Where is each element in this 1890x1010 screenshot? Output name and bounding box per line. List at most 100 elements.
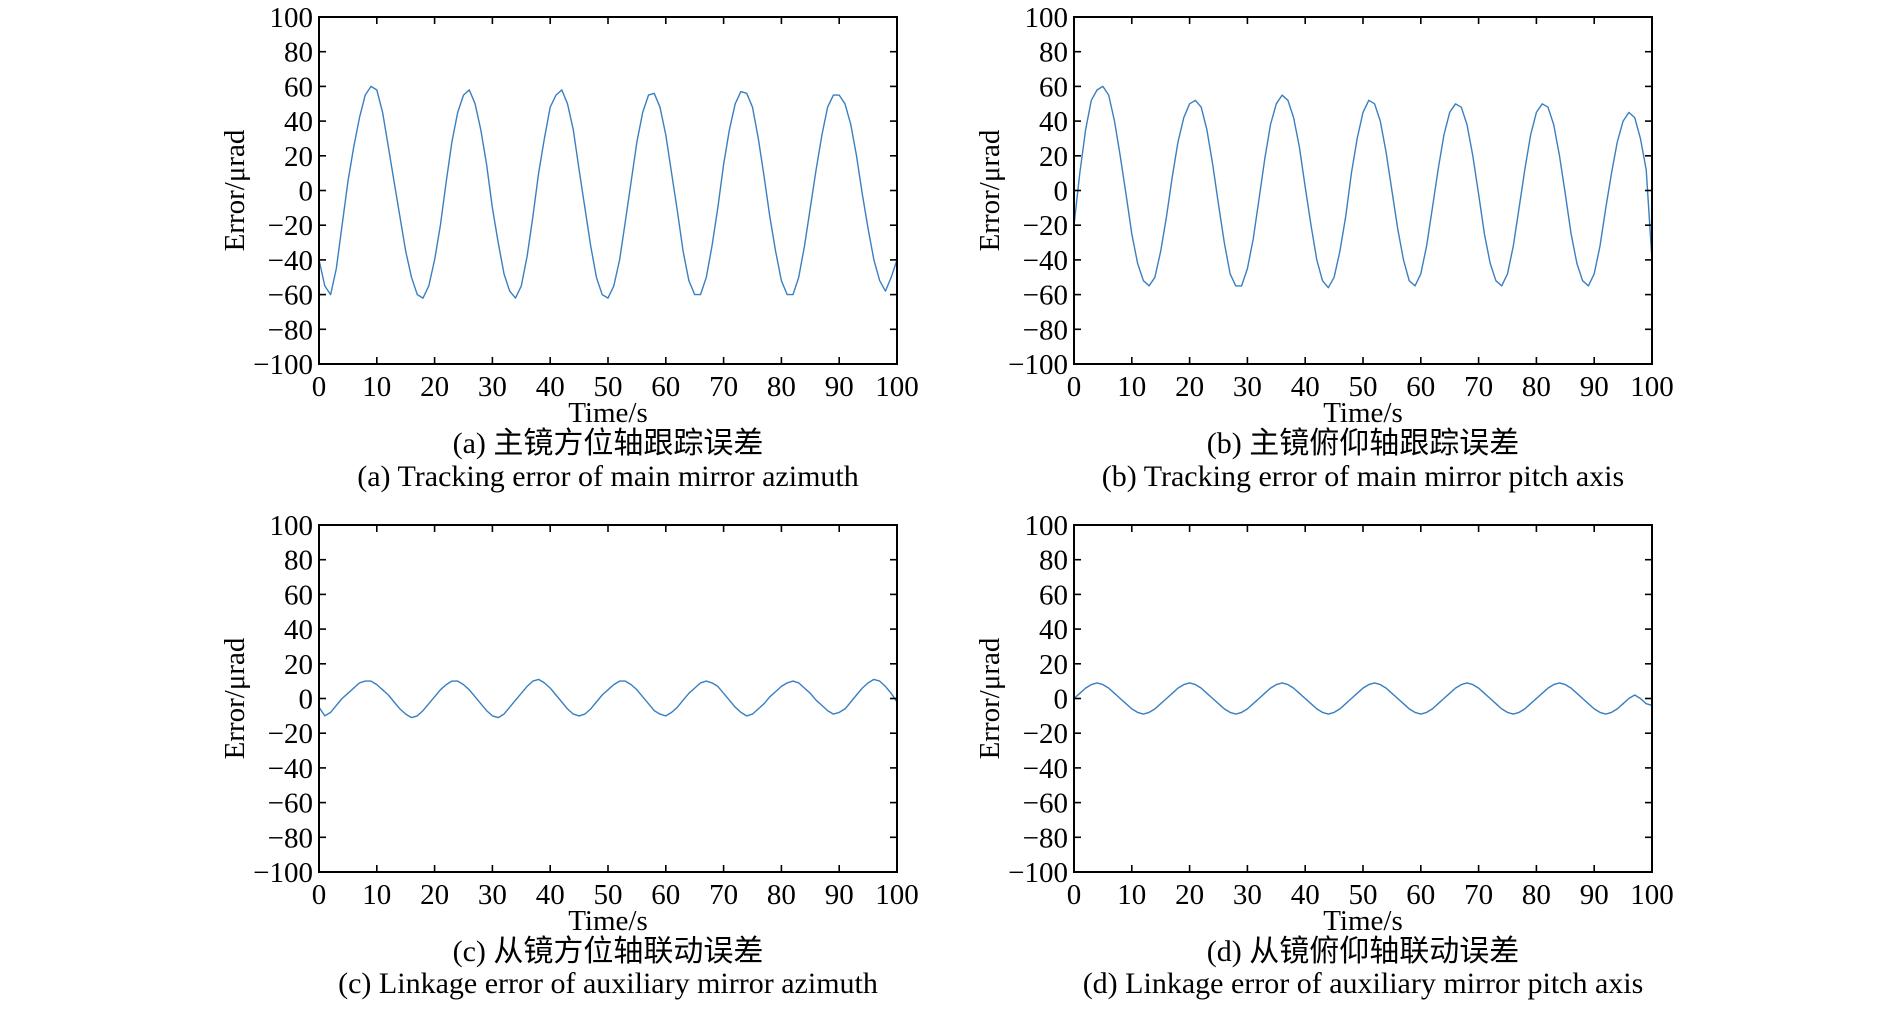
plot-frame	[318, 524, 898, 873]
panel-a: 0 10 20 30 40 50 60 70 80 90 100100806040200−20−40…	[219, 2, 919, 493]
x-axis-label: Time/s	[1323, 905, 1403, 937]
y-tick-label: 20	[1039, 649, 1068, 681]
y-tick-label: 60	[284, 71, 313, 103]
y-tick-label: −60	[268, 788, 313, 820]
y-tick-label: 0	[299, 684, 314, 716]
panel-d: 0 10 20 30 40 50 60 70 80 90 100100806040200−20−40…	[974, 510, 1674, 1000]
x-tick-label: 60	[1406, 371, 1435, 403]
y-tick-label: 20	[284, 141, 313, 173]
y-tick-label: −100	[253, 857, 313, 889]
x-tick-label: 90	[825, 879, 854, 911]
x-axis-label: Time/s	[568, 397, 648, 429]
x-tick-label: 60	[651, 371, 680, 403]
caption-cn: (a) 主镜方位轴跟踪误差	[453, 427, 764, 460]
caption-en: (c) Linkage error of auxiliary mirror az…	[338, 967, 878, 1000]
x-tick-label: 100	[1630, 879, 1674, 911]
y-tick-label: 40	[284, 614, 313, 646]
y-tick-label: −100	[1008, 857, 1068, 889]
x-tick-label: 90	[1580, 371, 1609, 403]
y-tick-label: 80	[1039, 37, 1068, 69]
x-tick-label: 10	[1117, 879, 1146, 911]
x-tick-label: 70	[1464, 879, 1493, 911]
y-tick-label: −20	[1023, 718, 1068, 750]
x-tick-label: 20	[420, 371, 449, 403]
x-tick-label: 80	[1522, 371, 1551, 403]
x-tick-label: 10	[362, 879, 391, 911]
y-tick-label: −40	[268, 245, 313, 277]
y-tick-label: 100	[270, 2, 314, 34]
x-tick-label: 30	[478, 371, 507, 403]
y-tick-label: −80	[1023, 822, 1068, 854]
x-tick-label: 0	[312, 879, 327, 911]
x-tick-label: 40	[536, 879, 565, 911]
y-tick-label: 0	[299, 176, 314, 208]
x-tick-label: 50	[594, 371, 623, 403]
x-tick-label: 20	[1175, 879, 1204, 911]
x-axis-label: Time/s	[568, 905, 648, 937]
x-tick-label: 10	[1117, 371, 1146, 403]
x-tick-label: 0	[1067, 371, 1082, 403]
y-tick-label: 60	[1039, 71, 1068, 103]
y-tick-label: 0	[1054, 176, 1069, 208]
x-tick-label: 20	[420, 879, 449, 911]
x-tick-label: 30	[1233, 371, 1262, 403]
series-line-a	[318, 85, 898, 299]
x-tick-label: 80	[767, 879, 796, 911]
x-tick-label: 90	[825, 371, 854, 403]
x-tick-label: 0	[1067, 879, 1082, 911]
y-tick-label: −60	[1023, 788, 1068, 820]
y-tick-label: 40	[1039, 614, 1068, 646]
y-tick-label: 40	[1039, 106, 1068, 138]
y-tick-label: −100	[1008, 349, 1068, 381]
y-axis-label: Error/μrad	[219, 129, 251, 251]
x-tick-label: 70	[1464, 371, 1493, 403]
y-tick-label: −80	[1023, 314, 1068, 346]
x-tick-label: 40	[1291, 371, 1320, 403]
y-axis-label: Error/μrad	[974, 129, 1006, 251]
x-tick-label: 20	[1175, 371, 1204, 403]
series-line-c	[318, 678, 898, 719]
y-tick-label: −40	[268, 753, 313, 785]
caption-cn: (b) 主镜俯仰轴跟踪误差	[1207, 427, 1519, 460]
caption-en: (d) Linkage error of auxiliary mirror pi…	[1083, 967, 1644, 1000]
x-tick-label: 70	[709, 879, 738, 911]
x-tick-label: 80	[767, 371, 796, 403]
x-tick-label: 100	[875, 371, 919, 403]
y-tick-label: −40	[1023, 245, 1068, 277]
y-tick-label: −80	[268, 822, 313, 854]
caption-cn: (c) 从镜方位轴联动误差	[453, 935, 764, 968]
x-tick-label: 50	[594, 879, 623, 911]
x-axis-label: Time/s	[1323, 397, 1403, 429]
series-line-b	[1073, 85, 1653, 289]
y-axis-label: Error/μrad	[219, 637, 251, 759]
y-tick-label: −20	[1023, 210, 1068, 242]
y-tick-label: 20	[1039, 141, 1068, 173]
y-axis-label: Error/μrad	[974, 637, 1006, 759]
y-tick-label: 60	[284, 579, 313, 611]
panel-c: 0 10 20 30 40 50 60 70 80 90 100100806040200−20−40…	[219, 510, 919, 1000]
y-tick-label: −80	[268, 314, 313, 346]
y-tick-label: −60	[268, 280, 313, 312]
y-tick-label: 20	[284, 649, 313, 681]
panel-b: 0 10 20 30 40 50 60 70 80 90 100100806040200−20−40…	[974, 2, 1674, 493]
x-tick-label: 40	[1291, 879, 1320, 911]
y-tick-label: −20	[268, 718, 313, 750]
y-tick-label: −60	[1023, 280, 1068, 312]
x-tick-label: 60	[651, 879, 680, 911]
y-tick-label: 60	[1039, 579, 1068, 611]
x-tick-label: 70	[709, 371, 738, 403]
x-tick-label: 50	[1349, 879, 1378, 911]
x-tick-label: 100	[875, 879, 919, 911]
x-tick-label: 0	[312, 371, 327, 403]
x-tick-label: 60	[1406, 879, 1435, 911]
y-tick-label: 80	[284, 545, 313, 577]
y-tick-label: 0	[1054, 684, 1069, 716]
plot-frame	[1073, 524, 1653, 873]
y-tick-label: 80	[1039, 545, 1068, 577]
x-tick-label: 30	[1233, 879, 1262, 911]
y-tick-label: 100	[270, 510, 314, 542]
y-tick-label: −100	[253, 349, 313, 381]
plot-frame	[318, 16, 898, 365]
y-tick-label: −20	[268, 210, 313, 242]
